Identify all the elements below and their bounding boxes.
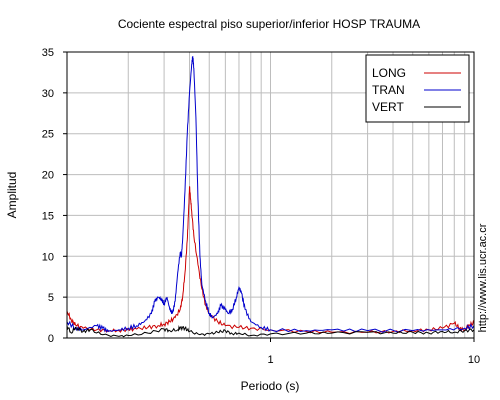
legend-box bbox=[365, 54, 470, 123]
y-axis-ticks: 0 5 10 15 20 25 30 35 bbox=[42, 47, 67, 345]
x-tick-label: 10 bbox=[468, 354, 480, 366]
y-tick-label: 35 bbox=[42, 47, 54, 59]
y-tick-label: 10 bbox=[42, 251, 54, 263]
series-lines bbox=[66, 56, 475, 338]
y-tick-label: 20 bbox=[42, 170, 54, 182]
x-tick-label: 1 bbox=[267, 354, 273, 366]
legend-label-long: LONG bbox=[372, 66, 406, 80]
series-line-tran bbox=[66, 56, 475, 333]
y-tick-label: 5 bbox=[48, 292, 54, 304]
source-watermark: http://www.lis.ucr.ac.cr bbox=[477, 223, 489, 332]
y-tick-label: 30 bbox=[42, 88, 54, 100]
chart-title: Cociente espectral piso superior/inferio… bbox=[118, 17, 420, 31]
y-tick-label: 25 bbox=[42, 129, 54, 141]
y-tick-label: 0 bbox=[48, 333, 54, 345]
series-line-vert bbox=[66, 325, 475, 338]
legend: LONG TRAN VERT bbox=[365, 54, 470, 123]
x-axis-label: Periodo (s) bbox=[241, 379, 300, 393]
y-tick-label: 15 bbox=[42, 210, 54, 222]
x-axis-ticks: 1 10 bbox=[267, 338, 480, 366]
legend-label-vert: VERT bbox=[372, 100, 404, 114]
legend-label-tran: TRAN bbox=[372, 83, 405, 97]
y-axis-label: Amplitud bbox=[5, 172, 19, 219]
